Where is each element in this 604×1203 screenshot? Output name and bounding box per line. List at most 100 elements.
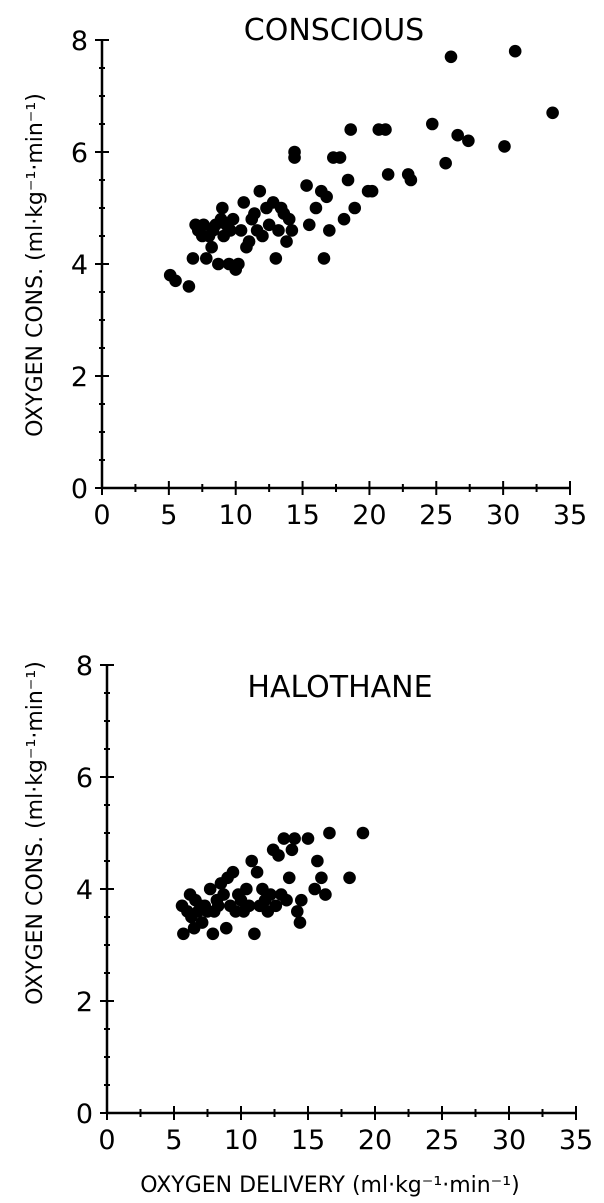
data-point [309, 201, 323, 215]
data-point [219, 921, 233, 935]
data-point [205, 240, 218, 254]
data-point [288, 151, 301, 164]
data-point [269, 252, 283, 265]
data-point [323, 224, 336, 237]
data-point [272, 849, 285, 862]
x-tick-label: 10 [219, 500, 253, 531]
x-tick-label: 5 [160, 500, 177, 531]
data-point [242, 899, 256, 913]
data-point [277, 832, 291, 845]
data-point [404, 173, 418, 187]
data-point [217, 888, 230, 901]
data-point [311, 854, 324, 868]
data-point [199, 252, 213, 265]
x-tick-label: 35 [559, 1125, 593, 1156]
data-point [245, 854, 259, 868]
chart-title: CONSCIOUS [244, 13, 424, 48]
data-point [248, 927, 261, 941]
data-point [280, 235, 293, 248]
x-tick-label: 30 [492, 1125, 526, 1156]
data-point [444, 50, 458, 64]
data-point [379, 123, 392, 136]
x-tick-label: 30 [486, 500, 520, 531]
data-point [212, 257, 225, 271]
data-point [262, 218, 276, 232]
chart-title: HALOTHANE [247, 670, 432, 705]
data-point [498, 140, 511, 153]
data-point [242, 235, 256, 248]
data-point [293, 916, 307, 929]
data-point [315, 871, 328, 885]
data-point [237, 196, 251, 209]
data-point [282, 871, 296, 885]
axes [100, 664, 577, 1120]
data-point [256, 229, 269, 243]
data-point [234, 224, 248, 237]
data-point [169, 274, 182, 288]
tick-labels: 0 5 10 15 20 25 30 35 0 2 4 6 8 [76, 651, 593, 1156]
data-point [211, 899, 225, 913]
x-tick-label: 35 [553, 500, 587, 531]
y-tick-label: 2 [76, 987, 93, 1018]
y-tick-label: 0 [76, 1099, 93, 1130]
data-point [269, 899, 283, 913]
y-axis-label: OXYGEN CONS. (ml·kg⁻¹·min⁻¹) [23, 661, 48, 1005]
data-point [308, 882, 322, 896]
y-tick-label: 8 [76, 651, 93, 682]
data-point [451, 128, 464, 142]
y-tick-label: 0 [71, 474, 88, 505]
x-tick-label: 10 [224, 1125, 258, 1156]
chart-conscious: CONSCIOUS OXYGEN CONS. (ml·kg⁻¹·min⁻¹) 0… [23, 13, 587, 531]
data-point [317, 252, 331, 265]
x-tick-label: 20 [352, 500, 386, 531]
axes [95, 39, 571, 495]
x-tick-label: 25 [419, 500, 453, 531]
data-point [341, 173, 355, 187]
data-point [250, 865, 264, 879]
data-point [343, 871, 356, 885]
data-point [182, 280, 196, 293]
data-point [216, 201, 229, 215]
data-point [282, 212, 296, 226]
x-tick-label: 15 [285, 500, 319, 531]
data-point [356, 826, 370, 840]
data-point [272, 224, 285, 237]
chart-halothane: HALOTHANE OXYGEN CONS. (ml·kg⁻¹·min⁻¹) O… [23, 651, 593, 1198]
data-point [226, 865, 240, 879]
y-tick-label: 6 [76, 763, 93, 794]
data-point [300, 179, 313, 192]
data-point [302, 218, 316, 232]
data-point [337, 212, 351, 226]
x-tick-label: 25 [425, 1125, 459, 1156]
data-point [285, 843, 299, 857]
y-tick-label: 4 [76, 875, 93, 906]
data-point [285, 224, 299, 237]
data-point [319, 888, 332, 901]
y-tick-label: 6 [71, 138, 88, 169]
data-point [508, 44, 522, 58]
data-point [232, 257, 245, 271]
data-point [462, 134, 475, 148]
data-point [253, 184, 267, 198]
data-point [323, 826, 336, 840]
tick-labels: 0 5 10 15 20 25 30 35 0 2 4 6 8 [71, 26, 587, 531]
data-point [365, 184, 379, 198]
data-point [301, 832, 315, 845]
x-tick-label: 20 [358, 1125, 392, 1156]
data-points [163, 44, 559, 293]
data-point [381, 168, 395, 181]
data-point [226, 212, 240, 226]
data-point [425, 117, 439, 131]
data-point [348, 201, 362, 215]
data-point [206, 927, 220, 941]
data-point [344, 123, 358, 136]
data-point [186, 252, 200, 265]
x-axis-label: OXYGEN DELIVERY (ml·kg⁻¹·min⁻¹) [140, 1173, 519, 1198]
y-tick-label: 2 [71, 362, 88, 393]
data-point [248, 207, 261, 220]
data-points [175, 826, 370, 941]
data-point [288, 832, 301, 845]
data-point [439, 156, 452, 170]
data-point [546, 106, 559, 120]
